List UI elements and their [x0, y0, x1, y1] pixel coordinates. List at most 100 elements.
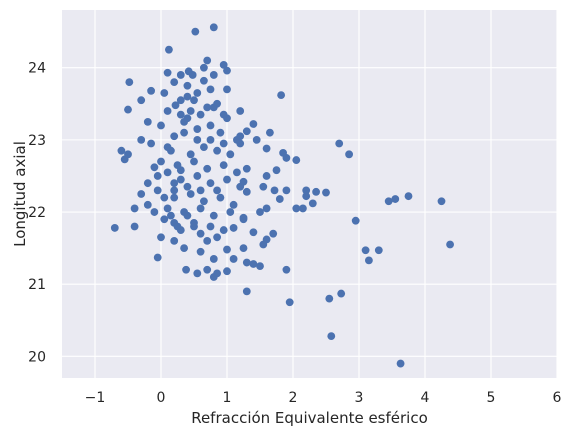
y-tick-label: 20	[28, 349, 46, 365]
scatter-point	[256, 208, 264, 216]
scatter-point	[226, 150, 235, 159]
scatter-point	[239, 215, 248, 224]
scatter-point	[203, 265, 212, 274]
scatter-point	[236, 107, 245, 115]
scatter-point	[182, 265, 190, 274]
scatter-point	[384, 197, 393, 206]
scatter-point	[160, 193, 169, 202]
scatter-point	[137, 96, 146, 105]
scatter-point	[219, 110, 228, 119]
scatter-point	[249, 260, 258, 268]
y-tick-label: 23	[28, 133, 46, 149]
scatter-point	[446, 240, 454, 249]
scatter-point	[206, 121, 215, 130]
scatter-point	[176, 175, 185, 184]
scatter-point	[213, 186, 222, 195]
scatter-point	[200, 143, 208, 151]
scatter-point	[206, 85, 215, 94]
scatter-point	[173, 161, 182, 170]
scatter-point	[183, 92, 192, 101]
scatter-point	[292, 204, 301, 213]
scatter-point	[292, 156, 301, 164]
scatter-point	[196, 247, 205, 256]
x-tick-label: 1	[223, 390, 232, 406]
x-tick-label: 2	[289, 390, 298, 406]
scatter-point	[242, 287, 251, 296]
scatter-point	[167, 146, 175, 155]
scatter-point	[223, 267, 231, 276]
scatter-point	[233, 135, 241, 144]
scatter-point	[200, 63, 208, 72]
scatter-point	[256, 262, 264, 271]
scatter-point	[266, 128, 274, 137]
plot-area	[62, 10, 557, 378]
x-tick-label: 3	[355, 390, 364, 406]
scatter-point	[213, 269, 222, 278]
scatter-point	[229, 224, 238, 232]
scatter-point	[242, 164, 251, 173]
scatter-point	[277, 91, 286, 100]
scatter-point	[137, 135, 146, 144]
scatter-point	[196, 229, 205, 238]
scatter-point	[170, 179, 179, 188]
scatter-point	[249, 228, 258, 237]
scatter-point	[186, 150, 195, 159]
scatter-point	[176, 110, 185, 119]
scatter-point	[180, 244, 189, 253]
scatter-point	[351, 216, 360, 225]
scatter-point	[153, 253, 162, 262]
scatter-point	[163, 68, 172, 77]
scatter-point	[163, 168, 172, 177]
scatter-point	[345, 150, 353, 159]
scatter-point	[365, 256, 373, 265]
scatter-point	[193, 125, 202, 133]
scatter-point	[252, 135, 261, 144]
scatter-point	[196, 110, 205, 119]
scatter-point	[170, 78, 179, 87]
scatter-point	[143, 117, 152, 126]
scatter-point	[203, 237, 212, 245]
scatter-point	[196, 186, 205, 195]
scatter-point	[167, 211, 175, 220]
scatter-point	[183, 182, 192, 191]
scatter-point	[239, 244, 248, 253]
scatter-point	[262, 144, 271, 153]
scatter-point	[213, 233, 222, 242]
y-tick-label: 24	[28, 61, 46, 77]
data-points	[110, 23, 454, 368]
scatter-point	[219, 60, 228, 69]
scatter-point	[188, 71, 197, 79]
y-tick-label: 22	[28, 205, 46, 221]
scatter-point	[391, 195, 400, 203]
scatter-point	[160, 89, 169, 97]
scatter-point	[242, 127, 251, 136]
scatter-point	[219, 139, 228, 148]
scatter-point	[193, 269, 202, 278]
scatter-point	[312, 187, 320, 196]
scatter-point	[186, 190, 195, 198]
scatter-point	[170, 132, 179, 141]
scatter-point	[219, 161, 228, 170]
scatter-point	[269, 229, 278, 238]
scatter-point	[262, 172, 271, 180]
scatter-point	[206, 222, 215, 231]
scatter-point	[206, 179, 215, 188]
scatter-point	[120, 155, 129, 164]
scatter-point	[183, 81, 192, 90]
scatter-point	[242, 258, 251, 267]
x-tick-label: 4	[421, 390, 430, 406]
scatter-point	[262, 204, 271, 213]
y-tick-labels: 20 21 22 23 24	[28, 61, 46, 366]
scatter-point	[223, 66, 231, 75]
scatter-point	[302, 186, 311, 195]
x-tick-labels: −1 0 1 2 3 4 5 6	[85, 390, 562, 406]
scatter-point	[299, 204, 307, 213]
scatter-point	[327, 332, 336, 341]
y-axis-label: Longitud axial	[11, 141, 29, 247]
scatter-point	[170, 193, 179, 202]
scatter-point	[335, 139, 344, 148]
x-tick-label: −1	[85, 390, 106, 406]
scatter-point	[374, 246, 383, 255]
scatter-point	[229, 200, 238, 209]
